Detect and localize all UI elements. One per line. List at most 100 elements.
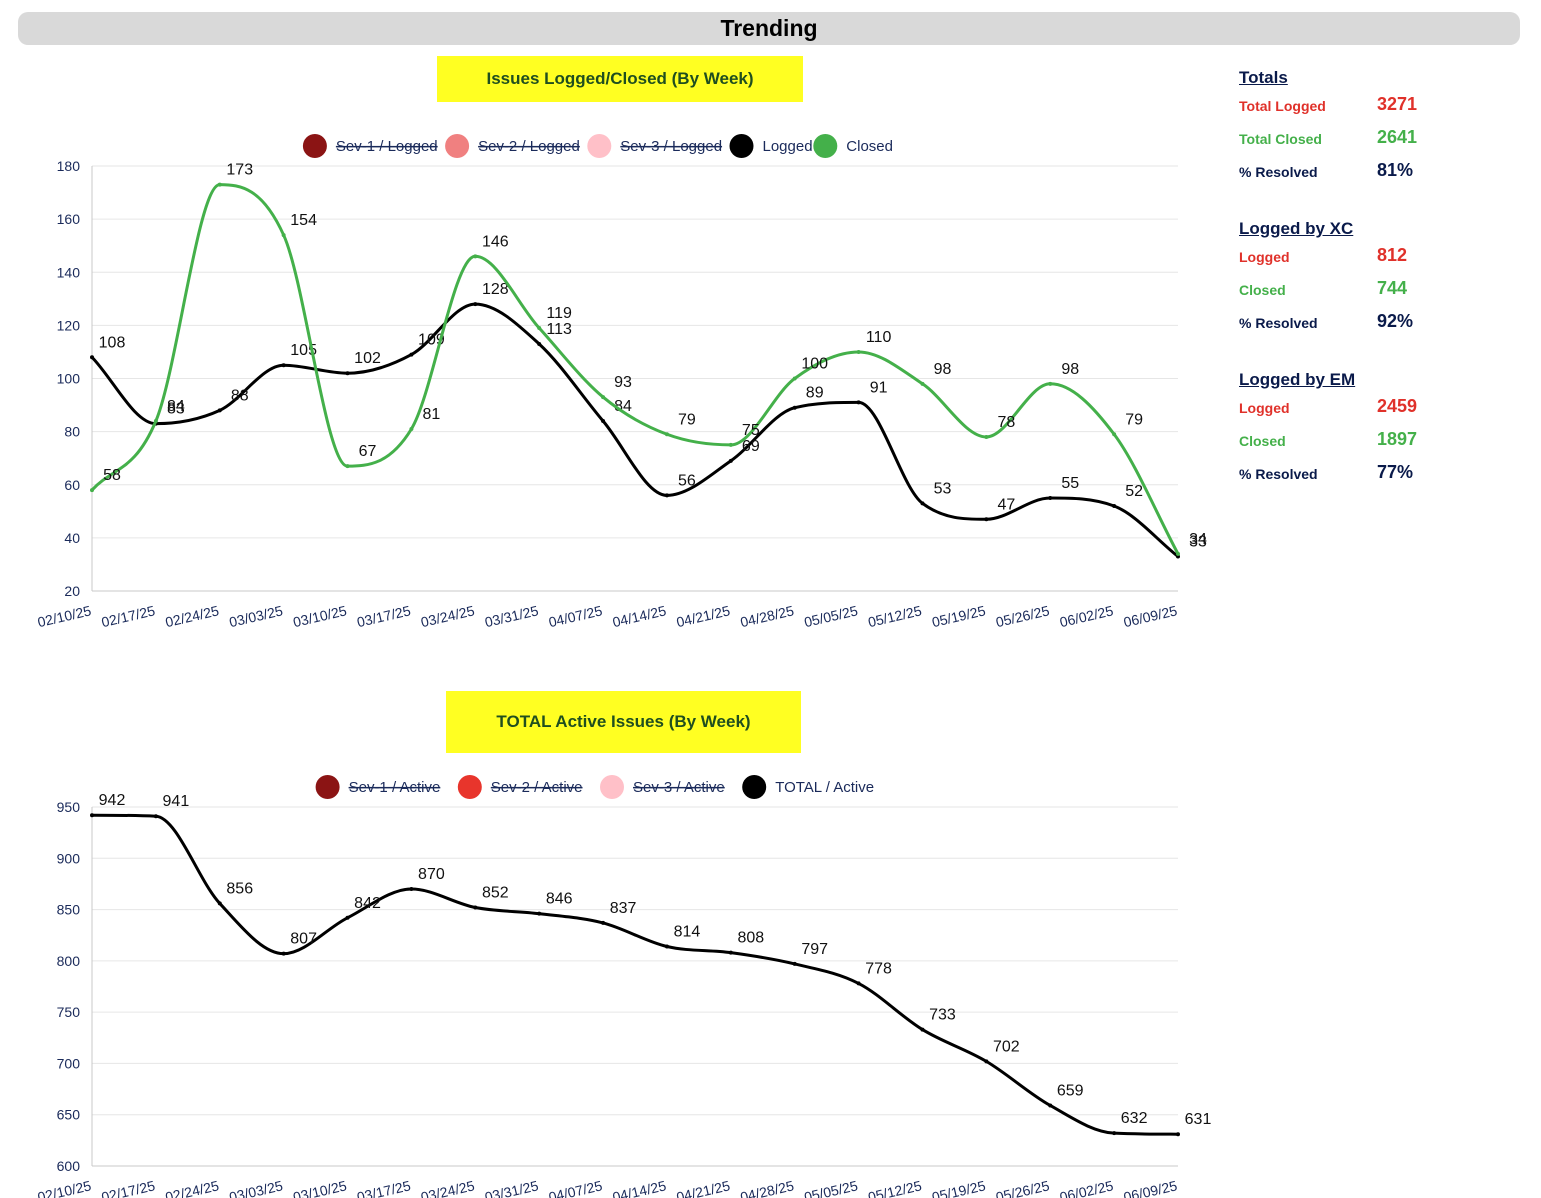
data-point[interactable] <box>1176 1132 1180 1137</box>
data-point[interactable] <box>409 887 414 892</box>
data-point[interactable] <box>1048 496 1053 501</box>
data-point[interactable] <box>281 951 286 956</box>
data-label: 67 <box>359 443 377 460</box>
data-label: 146 <box>482 233 509 250</box>
data-point[interactable] <box>920 1027 925 1032</box>
data-point[interactable] <box>1112 1131 1117 1136</box>
data-point[interactable] <box>728 458 733 463</box>
data-label: 846 <box>546 891 573 908</box>
data-point[interactable] <box>664 944 669 949</box>
summary-label: Closed <box>1239 282 1286 298</box>
legend-label: Closed <box>846 138 893 155</box>
data-point[interactable] <box>90 488 94 493</box>
data-label: 852 <box>482 885 509 902</box>
y-tick-label: 800 <box>57 953 81 969</box>
data-point[interactable] <box>409 426 414 431</box>
header-bar: Trending <box>18 12 1520 45</box>
data-point[interactable] <box>473 254 478 259</box>
data-point[interactable] <box>984 1059 989 1064</box>
summary-value: 77% <box>1377 462 1414 482</box>
data-point[interactable] <box>856 981 861 986</box>
data-point[interactable] <box>153 419 158 423</box>
legend-swatch <box>457 775 482 799</box>
data-point[interactable] <box>920 381 925 386</box>
summary-section-title[interactable]: Logged by EM <box>1239 370 1356 389</box>
data-point[interactable] <box>537 341 542 346</box>
data-point[interactable] <box>1048 1103 1053 1108</box>
data-point[interactable] <box>345 371 350 376</box>
legend-item[interactable]: Logged <box>729 134 813 158</box>
data-point[interactable] <box>601 419 606 423</box>
data-point[interactable] <box>792 376 797 381</box>
data-point[interactable] <box>409 352 414 357</box>
data-point[interactable] <box>473 905 478 910</box>
data-point[interactable] <box>1048 381 1053 386</box>
summary-value: 1897 <box>1377 429 1418 449</box>
data-label: 814 <box>674 923 701 940</box>
data-label: 856 <box>226 880 253 897</box>
data-point[interactable] <box>601 920 606 925</box>
data-point[interactable] <box>90 813 94 818</box>
data-label: 89 <box>806 385 824 402</box>
legend-label: Sev-3 / Logged <box>620 138 722 155</box>
data-point[interactable] <box>345 915 350 920</box>
data-point[interactable] <box>1112 432 1117 437</box>
summary-section-title[interactable]: Totals <box>1239 68 1288 87</box>
data-point[interactable] <box>728 950 733 955</box>
legend-label: Sev-1 / Logged <box>336 138 438 155</box>
data-point[interactable] <box>792 961 797 966</box>
summary-row: % Resolved 81% <box>1239 156 1499 189</box>
data-point[interactable] <box>984 517 989 522</box>
data-label: 808 <box>737 930 764 947</box>
legend-label: Logged <box>763 138 813 155</box>
summary-label: Total Closed <box>1239 131 1322 147</box>
data-point[interactable] <box>537 326 542 331</box>
y-tick-label: 100 <box>57 371 81 387</box>
data-point[interactable] <box>1112 504 1117 508</box>
legend-item[interactable]: Sev-1 / Logged <box>302 134 438 158</box>
data-point[interactable] <box>984 434 989 439</box>
data-label: 870 <box>418 866 445 883</box>
data-point[interactable] <box>601 395 606 400</box>
y-tick-label: 700 <box>57 1055 81 1071</box>
data-point[interactable] <box>664 432 669 437</box>
data-point[interactable] <box>728 442 733 447</box>
summary-section-title[interactable]: Logged by XC <box>1239 219 1354 238</box>
data-point[interactable] <box>920 501 925 506</box>
data-point[interactable] <box>1176 551 1180 556</box>
x-tick-label: 02/24/25 <box>164 1177 221 1198</box>
data-label: 119 <box>546 305 572 322</box>
data-point[interactable] <box>153 814 158 819</box>
data-point[interactable] <box>664 493 669 498</box>
legend-item[interactable]: Sev-2 / Logged <box>445 134 580 158</box>
data-point[interactable] <box>217 408 222 413</box>
x-tick-label: 02/17/25 <box>100 1177 157 1198</box>
page-title: Trending <box>720 15 818 41</box>
data-point[interactable] <box>473 302 478 307</box>
data-point[interactable] <box>90 355 94 360</box>
data-point[interactable] <box>281 363 286 368</box>
summary-value: 3271 <box>1377 94 1418 114</box>
data-label: 69 <box>742 438 760 455</box>
data-point[interactable] <box>345 464 350 469</box>
data-label: 941 <box>163 793 190 810</box>
data-label: 110 <box>866 329 892 346</box>
legend-item[interactable]: Sev-3 / Active <box>600 775 725 799</box>
legend-item[interactable]: Closed <box>813 134 893 158</box>
data-point[interactable] <box>217 901 222 906</box>
legend-item[interactable]: Sev-2 / Active <box>457 775 583 799</box>
legend-item[interactable]: Sev-3 / Logged <box>587 134 722 158</box>
legend-item[interactable]: TOTAL / Active <box>742 775 874 799</box>
summary-row: Closed 1897 <box>1239 425 1499 458</box>
legend-item[interactable]: Sev-1 / Active <box>315 775 441 799</box>
data-point[interactable] <box>792 405 797 410</box>
x-tick-label: 06/09/25 <box>1122 1177 1179 1198</box>
data-point[interactable] <box>281 233 286 238</box>
data-point[interactable] <box>217 182 222 187</box>
data-point[interactable] <box>856 349 861 354</box>
data-point[interactable] <box>856 400 861 405</box>
data-label: 632 <box>1121 1110 1148 1127</box>
data-point[interactable] <box>537 911 542 916</box>
y-tick-label: 900 <box>57 850 81 866</box>
